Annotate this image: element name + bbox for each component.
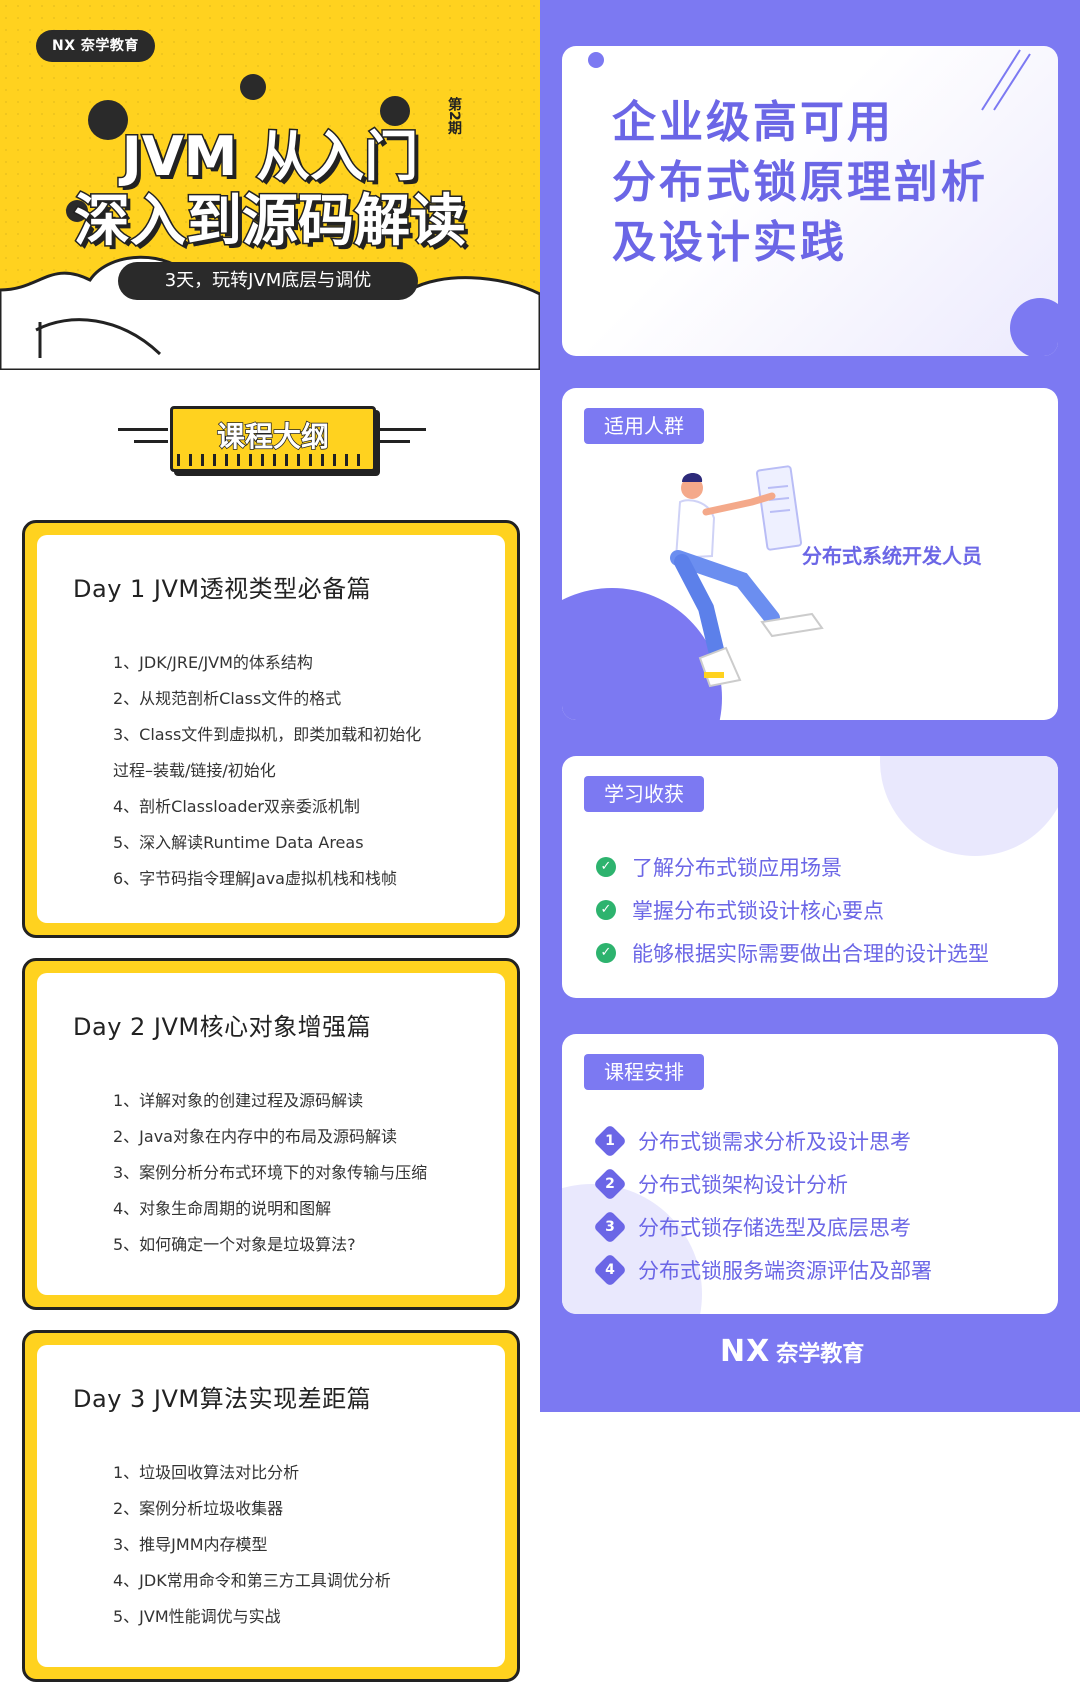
schedule-item: 1 分布式锁需求分析及设计思考 (593, 1124, 911, 1158)
footer-logo-name: 奈学教育 (776, 1341, 865, 1367)
gain-item: ✓ 能够根据实际需要做出合理的设计选型 (596, 938, 989, 968)
day-item: 4、JDK常用命令和第三方工具调优分析 (113, 1571, 391, 1590)
footer-brand-logo: NX 奈学教育 (720, 1334, 864, 1374)
brand-logo-name: 奈学教育 (80, 38, 139, 54)
gain-item: ✓ 掌握分布式锁设计核心要点 (596, 895, 884, 925)
decorative-circle (562, 1184, 702, 1314)
footer-logo-mark: NX (720, 1334, 771, 1369)
course-outline-banner: 课程大纲 (170, 406, 376, 472)
audience-text: 分布式系统开发人员 (802, 544, 982, 568)
day-item: 6、字节码指令理解Java虚拟机栈和栈帧 (113, 869, 397, 888)
day-item: 2、Java对象在内存中的布局及源码解读 (113, 1127, 397, 1146)
day-title: Day 1 JVM透视类型必备篇 (73, 575, 372, 603)
day-item: 3、推导JMM内存模型 (113, 1535, 268, 1554)
day-item: 3、Class文件到虚拟机，即类加载和初始化 (113, 725, 422, 744)
day-title: Day 3 JVM算法实现差距篇 (73, 1385, 372, 1413)
day-item: 2、从规范剖析Class文件的格式 (113, 689, 342, 708)
schedule-item: 4 分布式锁服务端资源评估及部署 (593, 1253, 932, 1287)
divider-line (376, 440, 410, 443)
check-icon: ✓ (596, 943, 616, 963)
day-card-body (37, 1345, 505, 1667)
divider-line (134, 440, 168, 443)
decorative-slash-lines (981, 49, 1031, 111)
day-item: 5、如何确定一个对象是垃圾算法? (113, 1235, 356, 1254)
check-icon: ✓ (596, 857, 616, 877)
day-item: 4、剖析Classloader双亲委派机制 (113, 797, 360, 816)
ink-splash (380, 96, 410, 126)
day-item: 4、对象生命周期的说明和图解 (113, 1199, 332, 1218)
corner-half-circle (1010, 298, 1058, 356)
ink-splash (66, 200, 88, 222)
day-card-3: Day 3 JVM算法实现差距篇 1、垃圾回收算法对比分析 2、案例分析垃圾收集… (22, 1330, 520, 1682)
schedule-item-text: 分布式锁架构设计分析 (638, 1173, 848, 1197)
left-panel: NX 奈学教育 JVM 从入门 深入到源码解读 第2期 3天，玩转JVM底层与调… (0, 0, 540, 1682)
banner-stripes (177, 454, 369, 466)
day-item: 3、案例分析分布式环境下的对象传输与压缩 (113, 1163, 428, 1182)
day-item: 5、JVM性能调优与实战 (113, 1607, 281, 1626)
schedule-item-text: 分布式锁存储选型及底层思考 (638, 1216, 911, 1240)
day-card-body (37, 535, 505, 923)
right-panel: 企业级高可用 分布式锁原理剖析 及设计实践 适用人群 分布式系统开发人员 学习收… (540, 0, 1080, 1412)
course-outline-title: 课程大纲 (216, 419, 330, 454)
decorative-circle (880, 756, 1058, 856)
hero-subtitle: 3天，玩转JVM底层与调优 (118, 262, 418, 300)
audience-card: 适用人群 分布式系统开发人员 (562, 388, 1058, 720)
day-card-1: Day 1 JVM透视类型必备篇 1、JDK/JRE/JVM的体系结构 2、从规… (22, 520, 520, 938)
gain-item-text: 了解分布式锁应用场景 (632, 856, 842, 880)
course-schedule-tag: 课程安排 (584, 1054, 704, 1090)
day-card-body (37, 973, 505, 1295)
learning-gains-card: 学习收获 ✓ 了解分布式锁应用场景 ✓ 掌握分布式锁设计核心要点 ✓ 能够根据实际需要… (562, 756, 1058, 998)
day-item: 1、JDK/JRE/JVM的体系结构 (113, 653, 313, 672)
day-item: 5、深入解读Runtime Data Areas (113, 833, 364, 852)
brand-logo: NX 奈学教育 (36, 30, 155, 62)
number-diamond-icon: 1 (593, 1124, 627, 1158)
day-item: 过程–装载/链接/初始化 (113, 761, 276, 780)
gain-item-text: 掌握分布式锁设计核心要点 (632, 899, 884, 923)
ink-splash (240, 74, 266, 100)
divider-line (118, 428, 168, 431)
learning-gains-tag: 学习收获 (584, 776, 704, 812)
day-card-2: Day 2 JVM核心对象增强篇 1、详解对象的创建过程及源码解读 2、Java… (22, 958, 520, 1310)
headline-line3: 及设计实践 (612, 217, 847, 268)
number-diamond-icon: 4 (593, 1253, 627, 1287)
schedule-item: 3 分布式锁存储选型及底层思考 (593, 1210, 911, 1244)
divider-line (376, 428, 426, 431)
number-diamond-icon: 2 (593, 1167, 627, 1201)
schedule-item: 2 分布式锁架构设计分析 (593, 1167, 848, 1201)
headline-line1: 企业级高可用 (612, 97, 894, 148)
number-diamond-icon: 3 (593, 1210, 627, 1244)
schedule-item-text: 分布式锁服务端资源评估及部署 (638, 1259, 932, 1283)
schedule-item-text: 分布式锁需求分析及设计思考 (638, 1130, 911, 1154)
headline-line2: 分布式锁原理剖析 (612, 157, 988, 208)
day-title: Day 2 JVM核心对象增强篇 (73, 1013, 372, 1041)
gain-item-text: 能够根据实际需要做出合理的设计选型 (632, 942, 989, 966)
corner-dot (588, 52, 604, 68)
hero-title-line1: JVM 从入门 (120, 124, 419, 190)
check-icon: ✓ (596, 900, 616, 920)
headline-card: 企业级高可用 分布式锁原理剖析 及设计实践 (562, 46, 1058, 356)
audience-tag: 适用人群 (584, 408, 704, 444)
person-illustration (670, 465, 824, 688)
day-item: 1、详解对象的创建过程及源码解读 (113, 1091, 364, 1110)
gain-item: ✓ 了解分布式锁应用场景 (596, 852, 842, 882)
day-item: 1、垃圾回收算法对比分析 (113, 1463, 300, 1482)
brand-logo-mark: NX (52, 38, 76, 54)
course-schedule-card: 课程安排 1 分布式锁需求分析及设计思考 2 分布式锁架构设计分析 3 分布式锁存储选… (562, 1034, 1058, 1314)
ink-splash (88, 100, 128, 140)
day-item: 2、案例分析垃圾收集器 (113, 1499, 284, 1518)
issue-badge: 第2期 (446, 97, 462, 135)
hero-title-line2: 深入到源码解读 (73, 188, 468, 256)
